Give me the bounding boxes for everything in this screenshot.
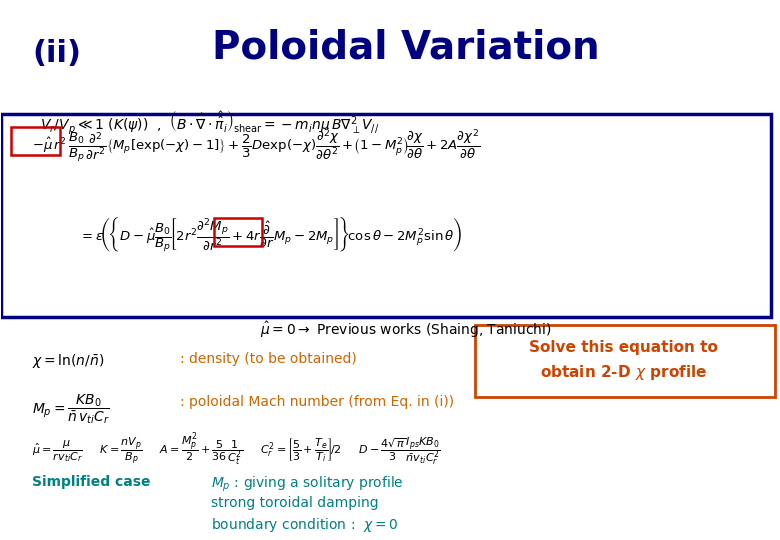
Text: strong toroidal damping: strong toroidal damping xyxy=(211,496,379,510)
Text: Poloidal Variation: Poloidal Variation xyxy=(211,28,599,66)
Text: $\hat{\mu}=0 \rightarrow$ Previous works (Shaing, Taniuchi): $\hat{\mu}=0 \rightarrow$ Previous works… xyxy=(260,320,551,340)
Text: $= \varepsilon\!\left(\!\left\{D - \hat{\mu}\dfrac{B_0}{B_p}\!\left[2r^2\dfrac{\: $= \varepsilon\!\left(\!\left\{D - \hat{… xyxy=(79,215,463,254)
Text: obtain 2-D $\chi$ profile: obtain 2-D $\chi$ profile xyxy=(540,362,707,382)
Text: : density (to be obtained): : density (to be obtained) xyxy=(180,352,357,366)
Text: $V_r/V_p \ll 1\ (K(\psi))$  ,  $\left(\hat{B}\cdot\hat{\nabla}\cdot\hat{\hat{\pi: $V_r/V_p \ll 1\ (K(\psi))$ , $\left(\hat… xyxy=(41,109,380,136)
Text: Simplified case: Simplified case xyxy=(33,475,151,489)
Text: (ii): (ii) xyxy=(33,39,81,68)
Text: $-\hat{\mu}\, r^2\,\dfrac{B_0}{B_p}\dfrac{\partial^2}{\partial r^2}\left\{M_p[\e: $-\hat{\mu}\, r^2\,\dfrac{B_0}{B_p}\dfra… xyxy=(33,127,481,164)
Text: $M_p = \dfrac{KB_0}{\bar{n}\,v_{ti}C_r}$: $M_p = \dfrac{KB_0}{\bar{n}\,v_{ti}C_r}$ xyxy=(33,392,111,426)
Text: : poloidal Mach number (from Eq. in (i)): : poloidal Mach number (from Eq. in (i)) xyxy=(180,395,454,409)
Text: $\hat{\mu} = \dfrac{\mu}{rv_{ti}C_r}$     $K = \dfrac{nV_p}{B_p}$     $A = \dfra: $\hat{\mu} = \dfrac{\mu}{rv_{ti}C_r}$ $K… xyxy=(33,432,441,469)
Text: $\chi = \ln(n/\bar{n})$: $\chi = \ln(n/\bar{n})$ xyxy=(33,352,105,370)
Text: $M_p$ : giving a solitary profile: $M_p$ : giving a solitary profile xyxy=(211,475,404,494)
FancyBboxPatch shape xyxy=(476,325,775,397)
Text: Solve this equation to: Solve this equation to xyxy=(529,340,718,355)
Text: boundary condition :  $\chi = 0$: boundary condition : $\chi = 0$ xyxy=(211,516,399,534)
FancyBboxPatch shape xyxy=(2,114,771,317)
